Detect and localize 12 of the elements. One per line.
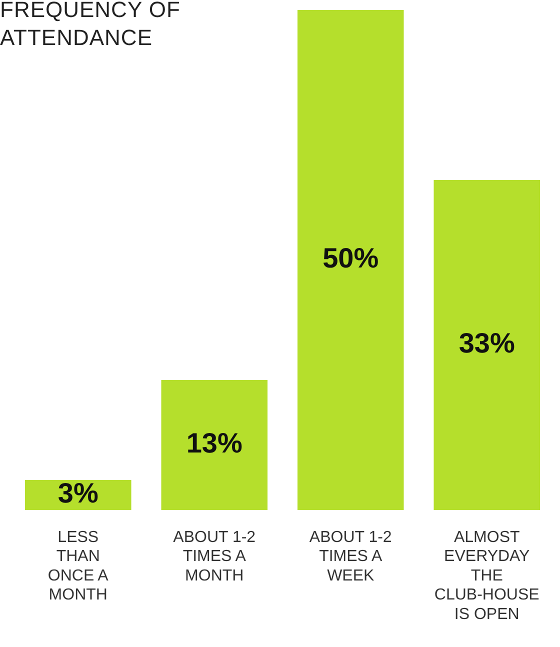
x-tick-label: ABOUT 1-2 TIMES A WEEK <box>309 529 392 584</box>
x-tick-label: LESS THAN ONCE A MONTH <box>48 529 109 604</box>
bar <box>297 10 404 510</box>
data-label: 50% <box>322 242 379 274</box>
bar <box>161 380 268 510</box>
bar <box>434 180 540 510</box>
data-label: 3% <box>58 478 98 509</box>
data-label: 13% <box>186 428 242 459</box>
chart-title: FREQUENCY OF ATTENDANCE <box>0 0 182 52</box>
x-tick-label: ALMOST EVERYDAY THE CLUB-HOUSE IS OPEN <box>434 529 540 623</box>
x-tick-label: ABOUT 1-2 TIMES A MONTH <box>173 529 256 584</box>
data-label: 33% <box>458 328 515 359</box>
